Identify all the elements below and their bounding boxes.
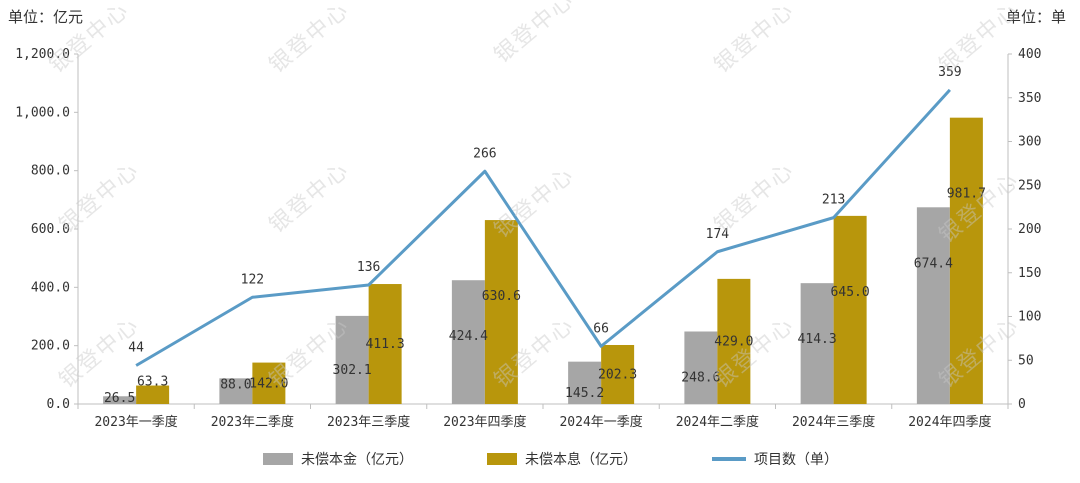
data-label-interest: 142.0 (249, 376, 288, 391)
legend-swatch-count (712, 457, 746, 461)
data-label-interest: 63.3 (137, 375, 168, 390)
y-right-tick-label: 400 (1018, 47, 1041, 62)
legend-item-principal: 未偿本金（亿元） (263, 449, 413, 469)
data-label-principal: 145.2 (565, 386, 604, 401)
y-right-tick-label: 300 (1018, 135, 1041, 150)
data-label-count: 44 (128, 341, 144, 356)
bar-interest (252, 362, 286, 404)
x-tick-label: 2024年四季度 (908, 414, 991, 430)
y-left-tick-label: 800.0 (31, 164, 70, 179)
data-label-principal: 302.1 (333, 363, 372, 378)
data-label-principal: 26.5 (104, 391, 135, 406)
data-label-interest: 981.7 (947, 187, 986, 202)
bar-interest (368, 284, 402, 404)
legend-label-count: 项目数（单） (754, 452, 838, 468)
data-label-count: 359 (938, 65, 961, 80)
data-label-interest: 645.0 (831, 285, 870, 300)
y-right-tick-label: 250 (1018, 178, 1041, 193)
y-right-tick-label: 150 (1018, 266, 1041, 281)
data-label-principal: 424.4 (449, 329, 488, 344)
x-tick-label: 2024年二季度 (676, 414, 759, 430)
y-right-tick-label: 350 (1018, 91, 1041, 106)
x-tick-label: 2024年三季度 (792, 414, 875, 430)
legend-label-interest: 未偿本息（亿元） (525, 452, 637, 468)
data-label-principal: 414.3 (798, 332, 837, 347)
data-label-count: 266 (473, 146, 496, 161)
data-label-principal: 88.0 (220, 377, 251, 392)
y-right-tick-label: 100 (1018, 310, 1041, 325)
bar-interest (601, 344, 635, 404)
right-axis-unit: 单位：单 (1005, 8, 1066, 26)
y-left-tick-label: 600.0 (31, 222, 70, 237)
series-line-count (135, 88, 951, 367)
x-tick-label: 2024年一季度 (559, 414, 642, 430)
legend-swatch-interest (487, 453, 517, 465)
y-left-tick-label: 400.0 (31, 280, 70, 295)
bar-principal (335, 315, 369, 404)
data-label-principal: 674.4 (914, 256, 953, 271)
bar-interest (717, 278, 751, 404)
data-label-interest: 411.3 (366, 337, 405, 352)
data-label-count: 66 (593, 321, 609, 336)
y-left-tick-label: 200.0 (31, 339, 70, 354)
data-label-count: 122 (241, 272, 264, 287)
bar-interest (949, 117, 983, 404)
x-tick-label: 2023年四季度 (443, 414, 526, 430)
data-label-principal: 248.6 (681, 371, 720, 386)
legend-item-interest: 未偿本息（亿元） (487, 449, 637, 469)
x-tick-label: 2023年二季度 (211, 414, 294, 430)
y-right-tick-label: 50 (1018, 353, 1034, 368)
bar-principal (916, 207, 950, 404)
bar-interest (136, 385, 170, 404)
bar-principal (800, 283, 834, 404)
bar-principal (219, 378, 253, 404)
bar-interest (833, 215, 867, 404)
bar-principal (684, 331, 718, 404)
y-left-tick-label: 0.0 (47, 397, 70, 412)
bar-principal (451, 280, 485, 404)
y-right-tick-label: 0 (1018, 397, 1026, 412)
legend-swatch-principal (263, 453, 293, 465)
x-tick-label: 2023年一季度 (94, 414, 177, 430)
data-label-interest: 429.0 (714, 334, 753, 349)
data-label-count: 174 (706, 227, 730, 242)
data-label-interest: 202.3 (598, 367, 637, 382)
data-label-interest: 630.6 (482, 289, 521, 304)
y-left-tick-label: 1,200.0 (15, 47, 70, 62)
x-tick-label: 2023年三季度 (327, 414, 410, 430)
legend-item-count: 项目数（单） (712, 449, 838, 469)
data-label-count: 136 (357, 260, 380, 275)
left-axis-unit: 单位：亿元 (8, 8, 84, 26)
bar-interest (484, 220, 518, 404)
legend-label-principal: 未偿本金（亿元） (301, 452, 413, 468)
data-label-count: 213 (822, 193, 845, 208)
bar-principal (568, 361, 602, 404)
y-right-tick-label: 200 (1018, 222, 1041, 237)
bar-principal (103, 396, 137, 404)
y-left-tick-label: 1,000.0 (15, 105, 70, 120)
